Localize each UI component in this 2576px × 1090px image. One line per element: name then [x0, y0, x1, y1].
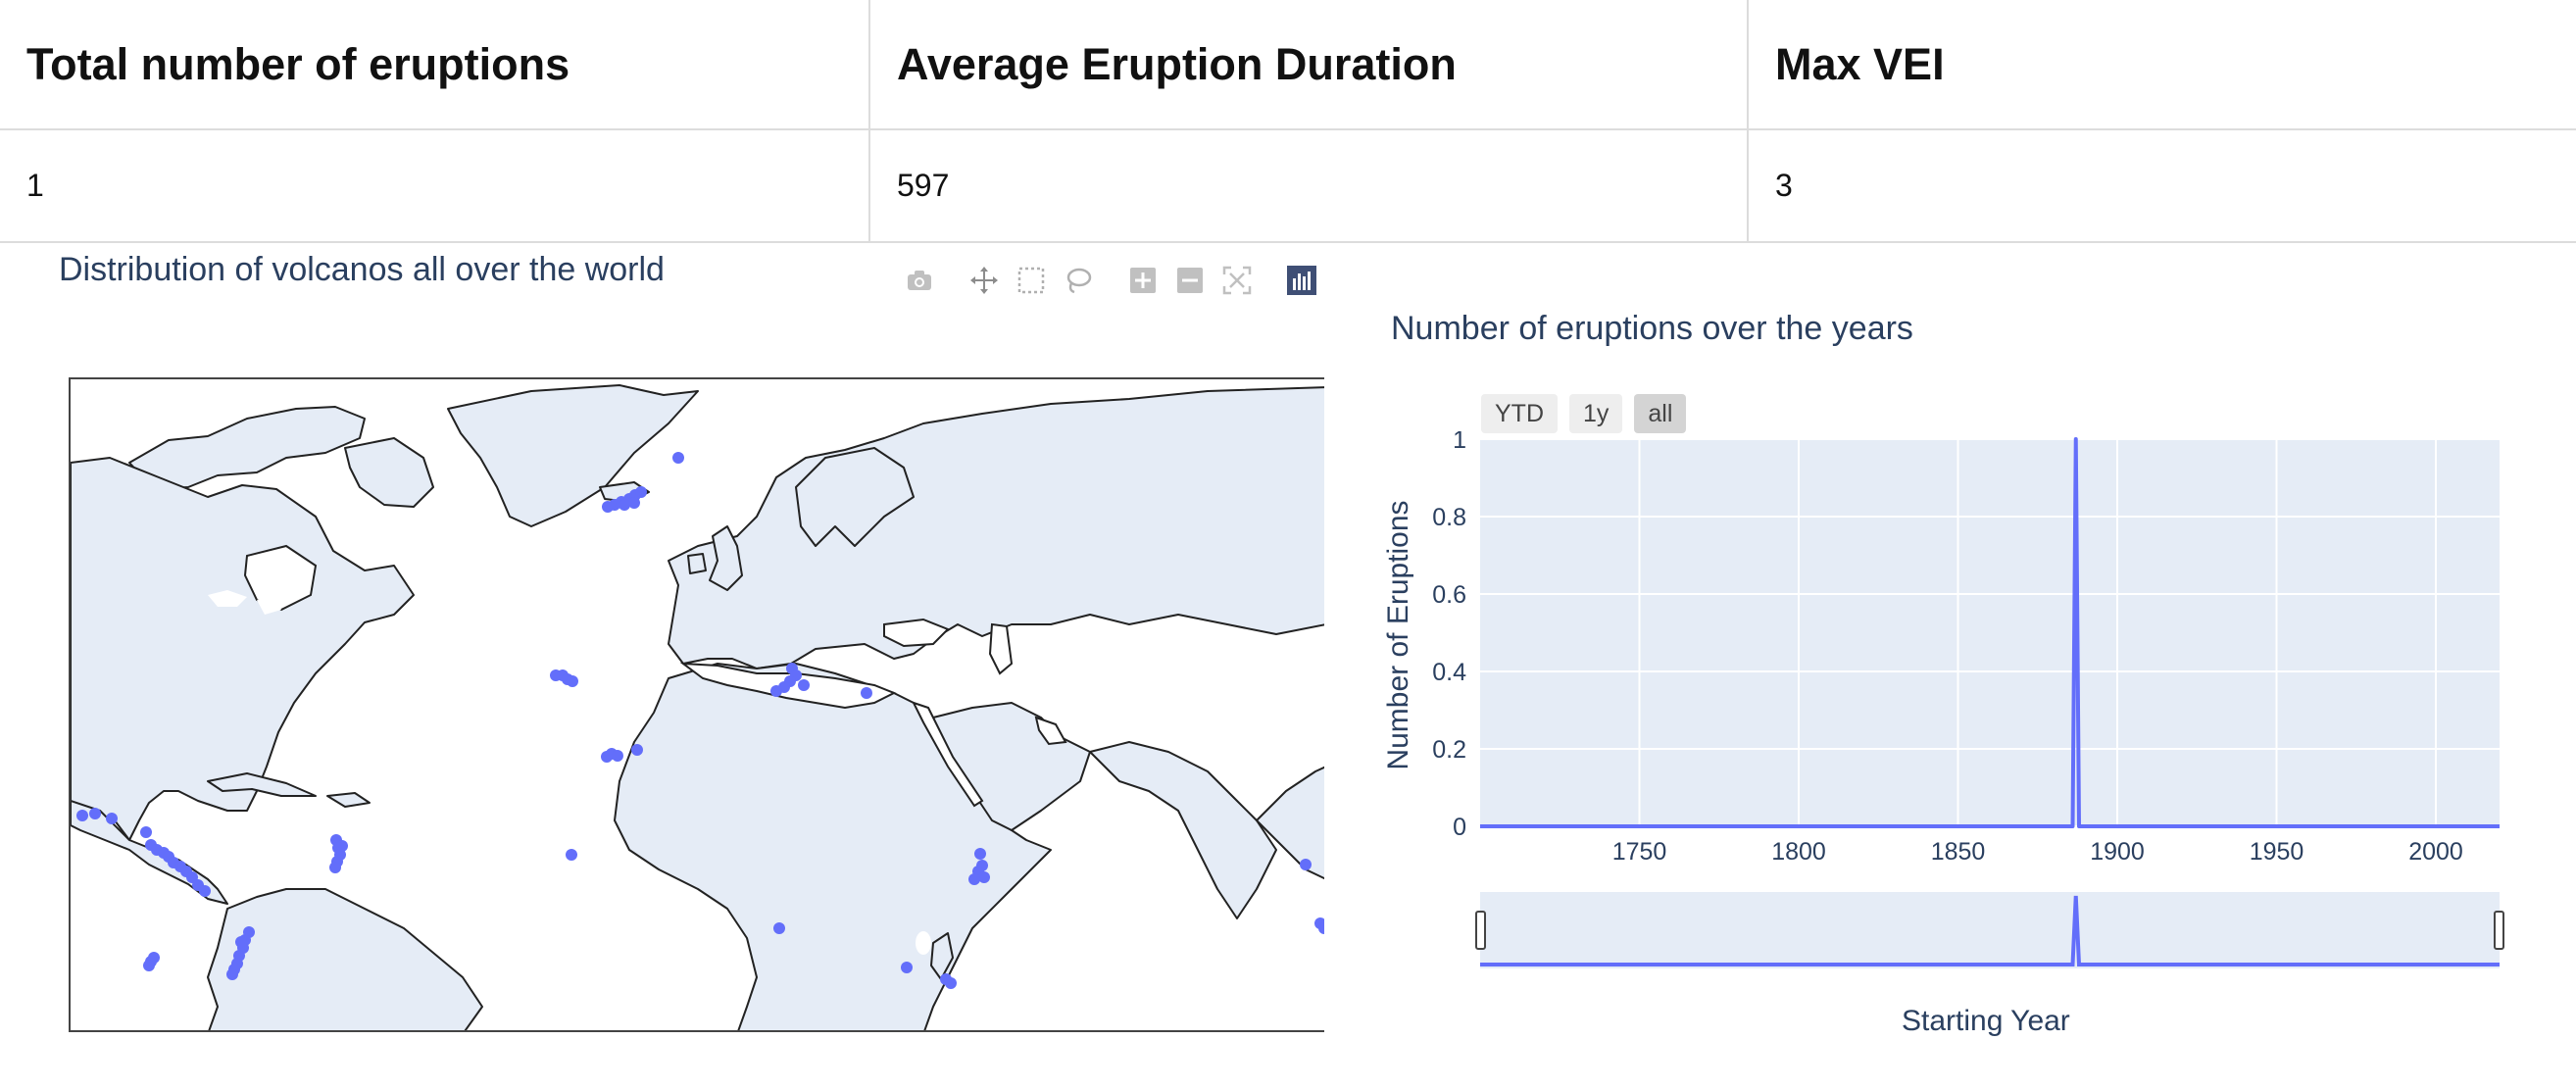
volcano-marker[interactable] [978, 871, 990, 883]
lasso-icon[interactable] [1059, 263, 1098, 298]
y-tick-label: 1 [1453, 431, 1466, 454]
water-persian-gulf [1034, 716, 1067, 746]
volcano-markers [76, 452, 1324, 989]
land-scandinavia [795, 447, 915, 547]
water-caspian [988, 622, 1014, 675]
value-average-duration: 597 [870, 130, 1749, 243]
value-max-vei: 3 [1749, 130, 2576, 243]
volcano-marker[interactable] [861, 687, 872, 699]
water-black-sea [883, 618, 950, 648]
x-tick-label: 1750 [1612, 838, 1667, 866]
volcano-marker[interactable] [566, 849, 577, 861]
volcano-marker[interactable] [612, 750, 623, 762]
land-arctic-islands [128, 406, 366, 490]
volcano-marker[interactable] [199, 885, 211, 897]
x-tick-label: 2000 [2408, 838, 2463, 866]
land-hispaniola [326, 792, 371, 808]
land-north-america [71, 457, 415, 841]
volcano-marker[interactable] [89, 808, 101, 819]
x-tick-label: 1850 [1931, 838, 1986, 866]
box-select-icon[interactable] [1012, 263, 1051, 298]
water-lake-victoria [916, 931, 931, 955]
header-total-eruptions: Total number of eruptions [0, 0, 870, 130]
rangeslider[interactable] [1480, 892, 2500, 968]
header-max-vei: Max VEI [1749, 0, 2576, 130]
zoom-out-icon[interactable] [1170, 263, 1210, 298]
x-axis-label: Starting Year [1902, 1005, 2070, 1037]
land-south-america [207, 888, 483, 1030]
series-line[interactable] [1480, 437, 2500, 828]
land-madagascar [930, 932, 954, 980]
water-hudson-bay [243, 544, 318, 612]
reset-icon[interactable] [1217, 263, 1257, 298]
land-asia-east [1256, 766, 1324, 880]
volcano-marker[interactable] [76, 810, 88, 821]
volcano-marker[interactable] [1300, 859, 1312, 870]
y-tick-label: 0.4 [1432, 659, 1466, 686]
zoom-in-icon[interactable] [1123, 263, 1163, 298]
timeseries-chart[interactable]: 1750 1800 1850 1900 1950 2000 0 0.2 0.4 0.6 0.8 1 [1402, 431, 2509, 1000]
y-tick-label: 0.6 [1432, 581, 1466, 609]
volcano-marker[interactable] [968, 873, 980, 885]
volcano-marker[interactable] [635, 486, 647, 498]
volcano-marker[interactable] [628, 497, 640, 509]
volcano-marker[interactable] [945, 977, 957, 989]
range-button-all[interactable]: all [1634, 394, 1687, 433]
volcano-marker[interactable] [106, 813, 118, 824]
volcano-marker[interactable] [226, 968, 238, 980]
land-britain [709, 525, 743, 591]
land-asia-south [1089, 741, 1277, 919]
value-total-eruptions: 1 [0, 130, 870, 243]
plot-area[interactable] [1480, 439, 2500, 826]
modebar [900, 263, 1329, 298]
land-baffin [344, 437, 434, 508]
volcano-marker[interactable] [773, 922, 785, 934]
water-red-sea [912, 701, 984, 808]
water-great-lakes [208, 590, 281, 615]
camera-icon[interactable] [900, 263, 939, 298]
x-tick-label: 1950 [2250, 838, 2304, 866]
timeseries-title: Number of eruptions over the years [1391, 310, 1913, 347]
x-tick-label: 1800 [1771, 838, 1826, 866]
x-tick-label: 1900 [2090, 838, 2145, 866]
volcano-marker[interactable] [770, 685, 782, 697]
land-ireland [687, 553, 707, 574]
rangeslider-line [1480, 895, 2500, 966]
range-button-ytd[interactable]: YTD [1481, 394, 1558, 433]
y-tick-label: 0.8 [1432, 504, 1466, 531]
rangeslider-handle-right[interactable] [2494, 911, 2504, 950]
volcano-marker[interactable] [901, 962, 913, 973]
rangeslider-handle-left[interactable] [1475, 911, 1486, 950]
land-greenland [447, 384, 699, 527]
volcano-marker[interactable] [140, 826, 152, 838]
volcano-marker[interactable] [567, 675, 578, 687]
world-map[interactable] [69, 377, 1324, 1032]
pan-icon[interactable] [965, 263, 1004, 298]
map-canvas [71, 384, 1324, 1030]
volcano-marker[interactable] [143, 960, 155, 971]
plotly-logo-icon[interactable] [1282, 263, 1321, 298]
volcano-marker[interactable] [329, 862, 341, 873]
volcano-marker[interactable] [619, 499, 630, 511]
volcano-marker[interactable] [336, 840, 348, 852]
volcano-marker[interactable] [631, 744, 643, 756]
range-button-1y[interactable]: 1y [1569, 394, 1623, 433]
volcano-marker[interactable] [974, 848, 986, 860]
volcano-marker[interactable] [235, 936, 247, 948]
header-average-duration: Average Eruption Duration [870, 0, 1749, 130]
volcano-marker[interactable] [672, 452, 684, 464]
y-tick-label: 0.2 [1432, 736, 1466, 764]
land-cuba [207, 772, 317, 797]
map-title: Distribution of volcanos all over the wo… [59, 251, 665, 288]
y-tick-label: 0 [1453, 814, 1466, 841]
volcano-marker[interactable] [798, 679, 810, 691]
range-selector: YTD 1y all [1481, 394, 1687, 433]
kpi-table: Total number of eruptions Average Erupti… [0, 0, 2576, 243]
volcano-marker[interactable] [1318, 922, 1324, 934]
